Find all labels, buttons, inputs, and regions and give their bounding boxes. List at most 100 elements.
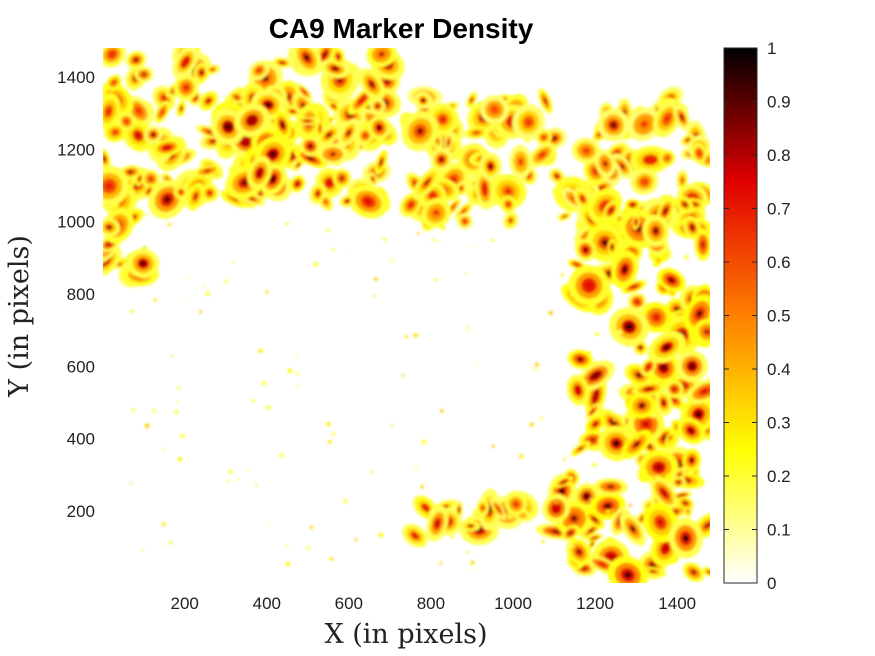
density-speckle-55 — [420, 485, 424, 489]
density-cell-2-2 — [128, 170, 133, 174]
y-tick-label: 1200 — [57, 140, 95, 159]
density-speckle-119 — [378, 532, 384, 538]
density-cell-4-56 — [639, 346, 642, 349]
heatmap-layer — [103, 48, 710, 583]
density-cell-0-83 — [193, 96, 197, 100]
density-cell-4-111 — [578, 447, 583, 451]
density-cell-5-43 — [593, 537, 597, 539]
density-cell-4-37 — [701, 241, 705, 248]
density-cell-3-67 — [641, 121, 648, 128]
density-speckle-100 — [258, 348, 263, 353]
density-speckle-102 — [205, 291, 210, 296]
density-speckle-57 — [667, 438, 672, 443]
density-speckle-89 — [161, 522, 166, 527]
density-speckle-64 — [617, 329, 623, 335]
density-cell-6-11 — [412, 533, 418, 538]
density-speckle-71 — [615, 388, 618, 390]
density-cell-3-102 — [680, 115, 684, 120]
density-speckle-98 — [434, 214, 437, 217]
density-speckle-65 — [491, 239, 494, 242]
density-cell-6-16 — [458, 508, 460, 512]
density-speckle-31 — [168, 541, 172, 545]
colorbar-tick-label: 0.9 — [767, 93, 791, 112]
density-speckle-63 — [268, 524, 271, 526]
density-speckle-113 — [414, 465, 418, 469]
density-cell-4-58 — [660, 364, 667, 371]
density-speckle-78 — [603, 405, 606, 407]
colorbar-tick-label: 1 — [767, 39, 776, 58]
density-cell-4-106 — [689, 363, 695, 370]
density-speckle-106 — [354, 538, 358, 542]
density-cell-4-97 — [655, 464, 663, 471]
density-cell-3-55 — [543, 98, 547, 104]
density-cell-4-48 — [601, 239, 609, 247]
density-cell-3-83 — [598, 133, 601, 136]
density-cell-1-5 — [242, 139, 249, 145]
density-cell-3-106 — [488, 163, 493, 169]
density-cell-4-81 — [592, 372, 600, 379]
density-cell-4-78 — [593, 422, 598, 426]
density-cell-4-98 — [647, 365, 650, 369]
density-cell-4-83 — [591, 409, 595, 413]
density-cell-0-30 — [280, 61, 284, 64]
density-cell-4-101 — [704, 329, 710, 335]
density-cell-0-62 — [149, 177, 153, 181]
density-cell-4-53 — [636, 373, 642, 378]
density-cell-0-115 — [346, 130, 351, 136]
density-cell-3-109 — [416, 127, 424, 135]
density-speckle-76 — [605, 509, 611, 515]
density-cell-4-70 — [583, 247, 588, 252]
density-cell-4-104 — [653, 228, 659, 234]
density-cell-5-24 — [552, 530, 560, 533]
x-tick-label: 200 — [171, 594, 199, 613]
density-cell-3-59 — [430, 193, 436, 198]
density-speckle-6 — [555, 502, 558, 505]
density-cell-0-99 — [345, 199, 349, 203]
density-cell-3-115 — [491, 106, 498, 113]
x-tick-label: 1000 — [494, 594, 532, 613]
density-cell-5-44 — [657, 518, 664, 527]
density-cell-5-48 — [683, 502, 687, 505]
density-speckle-75 — [473, 245, 476, 248]
density-cell-5-34 — [591, 542, 594, 545]
density-cell-0-70 — [316, 191, 320, 196]
density-speckle-2 — [390, 424, 393, 427]
density-cell-4-84 — [631, 203, 635, 206]
density-cell-3-34 — [551, 136, 557, 141]
density-speckle-109 — [587, 227, 590, 229]
density-speckle-48 — [265, 290, 269, 294]
density-cell-0-86 — [249, 197, 255, 200]
x-tick-label: 600 — [335, 594, 363, 613]
density-cell-3-10 — [555, 174, 559, 178]
y-tick-label: 800 — [67, 285, 95, 304]
density-cell-3-86 — [646, 157, 654, 163]
density-speckle-60 — [177, 386, 181, 390]
density-cell-0-66 — [364, 198, 372, 205]
density-speckle-91 — [465, 273, 468, 275]
density-speckle-66 — [562, 515, 567, 520]
density-cell-5-20 — [584, 493, 589, 499]
density-cell-0-48 — [377, 125, 382, 130]
density-speckle-39 — [374, 277, 378, 281]
density-speckle-26 — [439, 561, 443, 565]
density-speckle-19 — [326, 422, 331, 427]
density-cell-1-3 — [241, 179, 249, 186]
density-cell-3-25 — [563, 215, 566, 218]
density-cell-2-12 — [107, 242, 111, 246]
density-speckle-105 — [185, 276, 188, 279]
colorbar-tick-label: 0.4 — [767, 360, 791, 379]
density-cell-0-117 — [208, 191, 212, 195]
density-speckle-95 — [328, 440, 332, 444]
density-cell-0-135 — [318, 125, 321, 130]
density-speckle-53 — [691, 397, 694, 401]
density-cell-4-108 — [688, 428, 694, 434]
y-tick-label: 200 — [67, 502, 95, 521]
density-cell-5-37 — [624, 571, 632, 579]
density-speckle-29 — [492, 507, 497, 513]
density-speckle-45 — [141, 548, 144, 551]
density-speckle-46 — [131, 408, 135, 412]
density-cell-5-31 — [677, 481, 680, 484]
density-cell-4-94 — [631, 285, 637, 289]
density-speckle-3 — [279, 453, 285, 458]
y-axis-label: Y (in pixels) — [4, 235, 35, 398]
